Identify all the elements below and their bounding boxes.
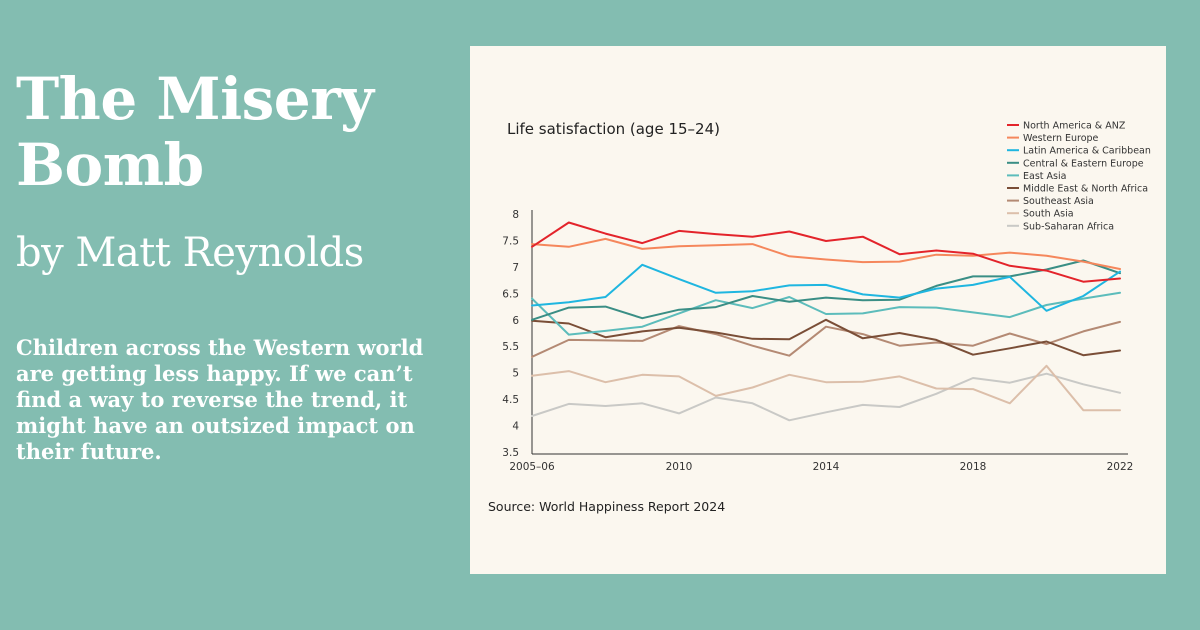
legend-label-south-asia: South Asia <box>1023 209 1074 220</box>
legend-label-southeast-asia: Southeast Asia <box>1023 196 1094 207</box>
y-tick-label: 6.5 <box>502 288 519 300</box>
legend-label-north-america-anz: North America & ANZ <box>1023 121 1126 132</box>
series-line-north-america-anz <box>531 221 1121 283</box>
x-tick-label: 2010 <box>666 461 693 473</box>
series-line-sub-saharan-africa <box>531 372 1121 422</box>
x-tick-label: 2014 <box>813 461 840 473</box>
x-tick-label: 2005–06 <box>509 461 555 473</box>
series-line-south-asia <box>531 364 1121 412</box>
legend-label-middle-east-north-africa: Middle East & North Africa <box>1023 184 1148 195</box>
legend-label-central-eastern-europe: Central & Eastern Europe <box>1023 158 1144 169</box>
legend-label-sub-saharan-africa: Sub-Saharan Africa <box>1023 221 1114 232</box>
y-tick-label: 7.5 <box>502 235 519 247</box>
x-tick-label: 2018 <box>960 461 987 473</box>
y-tick-label: 5 <box>512 368 519 380</box>
series-line-latin-america-caribbean <box>531 263 1121 312</box>
series-line-central-eastern-europe <box>531 259 1121 321</box>
legend-label-east-asia: East Asia <box>1023 171 1066 182</box>
y-tick-label: 7 <box>512 262 519 274</box>
x-tick-label: 2022 <box>1107 461 1134 473</box>
life-satisfaction-chart: Life satisfaction (age 15–24) 3.5 4 4.5 5 5.… <box>488 120 1151 514</box>
series-line-western-europe <box>531 237 1121 270</box>
byline: by Matt Reynolds <box>16 230 364 276</box>
y-tick-label: 4.5 <box>502 394 519 406</box>
series-line-east-asia <box>531 291 1121 336</box>
chart-series-lines <box>531 221 1121 422</box>
headline: The Misery Bomb <box>16 65 374 199</box>
series-line-southeast-asia <box>531 320 1121 358</box>
y-tick-label: 8 <box>512 209 519 221</box>
chart-title: Life satisfaction (age 15–24) <box>507 120 720 138</box>
chart-source: Source: World Happiness Report 2024 <box>488 499 725 514</box>
legend-label-latin-america-caribbean: Latin America & Caribbean <box>1023 146 1151 157</box>
y-tick-label: 5.5 <box>502 341 519 353</box>
y-tick-label: 4 <box>512 421 519 433</box>
series-line-middle-east-north-africa <box>531 318 1121 357</box>
chart-card: Life satisfaction (age 15–24) 3.5 4 4.5 5 5.… <box>470 46 1166 574</box>
legend-label-western-europe: Western Europe <box>1023 133 1099 144</box>
y-tick-label: 6 <box>512 315 519 327</box>
standfirst: Children across the Western world are ge… <box>16 335 424 464</box>
chart-axes: 3.5 4 4.5 5 5.5 6 6.5 7 7.5 8 2005–06 2010 2014 2018 2… <box>502 209 1133 473</box>
y-tick-label: 3.5 <box>502 447 519 459</box>
